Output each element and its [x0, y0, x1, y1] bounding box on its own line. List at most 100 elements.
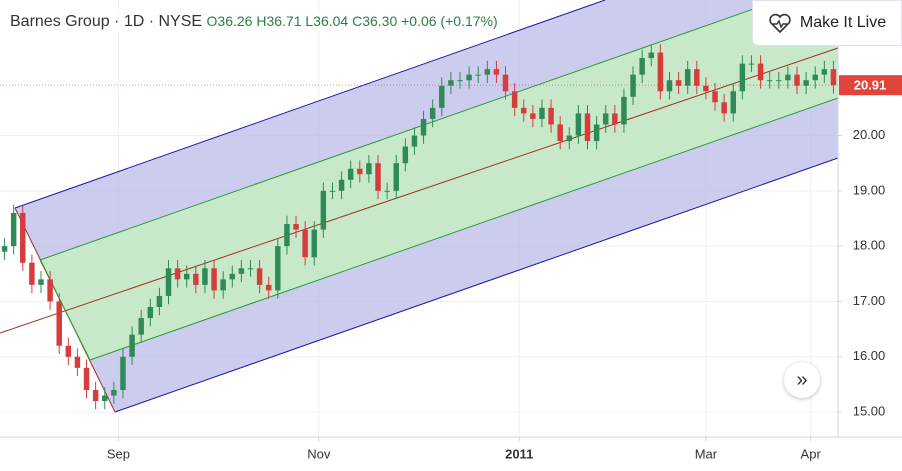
x-tick-label: Nov [307, 446, 331, 461]
pitchfork-lower [114, 157, 839, 413]
y-tick-label: 20.00 [853, 127, 886, 142]
y-tick-label: 15.00 [853, 404, 886, 419]
candle-body [329, 190, 336, 192]
candle-body [675, 80, 682, 86]
candle-body [10, 212, 17, 247]
pitchfork-median [0, 47, 839, 334]
candle-body [156, 295, 163, 308]
candle-body [739, 63, 746, 92]
candle-body [830, 69, 837, 86]
candle-body [721, 102, 727, 114]
candle-body [584, 113, 591, 142]
last-price-label: 20.91 [854, 78, 887, 93]
candle-body [174, 268, 181, 280]
y-tick-label: 18.00 [853, 238, 886, 253]
candle-body [102, 395, 108, 402]
candle-body [657, 52, 664, 92]
axes: 15.00 16.00 17.00 18.00 19.00 20.00 Sep Nov 2011… [0, 75, 902, 461]
candle-body [466, 74, 472, 81]
candle-body [20, 212, 26, 263]
candle-body [812, 74, 818, 81]
candle-body [803, 80, 809, 86]
legend-header: Barnes Group · 1D · NYSE O36.26 H36.71 L… [6, 12, 502, 32]
candles [1, 44, 837, 410]
ohlc-values: O36.26 H36.71 L36.04 C36.30 +0.06 (+0.17… [206, 13, 498, 29]
pitchfork-inner-lower [89, 97, 839, 361]
y-tick-label: 17.00 [853, 293, 886, 308]
candle-body [320, 190, 327, 230]
x-tick-label: Sep [107, 446, 130, 461]
candle-body [265, 284, 272, 291]
candle-body [493, 69, 500, 75]
x-tick-label: Mar [695, 446, 718, 461]
candle-body [785, 74, 791, 81]
candle-body [757, 63, 764, 81]
candle-body [375, 163, 381, 191]
candle-body [38, 279, 44, 285]
candle-body [448, 80, 454, 86]
candle-body [347, 168, 354, 180]
candle-body [575, 113, 582, 136]
candle-body [776, 80, 782, 82]
candle-body [92, 389, 99, 402]
candle-body [366, 163, 372, 175]
candle-body [56, 301, 62, 346]
pitchfork-upper [14, 0, 606, 209]
candle-body [639, 58, 645, 75]
candle-body [256, 268, 263, 285]
candle-body [229, 273, 236, 280]
candle-body [429, 107, 436, 119]
candle-body [748, 63, 755, 65]
candle-body [202, 268, 208, 285]
y-tick-label: 16.00 [853, 348, 886, 363]
candle-body [111, 389, 117, 396]
candle-body [129, 334, 135, 357]
candle-body [1, 246, 8, 252]
candle-body [475, 74, 481, 76]
x-tick-label: 2011 [505, 446, 533, 461]
candle-body [511, 91, 518, 108]
candle-body [666, 80, 673, 92]
candle-body [302, 229, 308, 258]
candle-body [29, 262, 35, 285]
make-it-live-button[interactable]: Make It Live [752, 0, 902, 46]
candle-body [694, 69, 700, 86]
candle-body [293, 224, 299, 230]
candle-body [484, 69, 491, 75]
candle-body [630, 74, 636, 97]
candle-body [393, 163, 399, 191]
pitchfork-inner-upper [39, 0, 780, 261]
candle-body [648, 52, 655, 59]
candle-body [612, 113, 618, 125]
candle-body [439, 85, 445, 108]
candle-body [402, 146, 409, 164]
candle-body [138, 318, 144, 335]
candle-body [120, 356, 126, 390]
candle-body [821, 69, 828, 75]
candle-body [165, 268, 172, 296]
candle-body [457, 80, 463, 82]
candle-body [74, 356, 81, 368]
candle-body [548, 107, 554, 125]
candle-body [238, 268, 245, 274]
candle-body [193, 273, 199, 285]
candle-body [357, 168, 363, 175]
candle-body [147, 307, 154, 319]
symbol: Barnes Group · 1D · NYSE [10, 13, 203, 30]
candle-body [684, 69, 691, 86]
candle-body [602, 113, 609, 125]
candle-body [557, 124, 563, 142]
candle-body [730, 91, 736, 114]
y-tick-label: 19.00 [853, 182, 886, 197]
candle-body [211, 268, 217, 291]
pitchfork-base [39, 259, 91, 361]
button-label: Make It Live [799, 14, 887, 31]
scroll-to-latest-button[interactable]: » [784, 362, 820, 398]
candle-body [384, 190, 390, 192]
candle-body [284, 224, 290, 247]
candle-body [338, 179, 345, 191]
last-price-box [839, 75, 902, 96]
x-tick-label: Apr [801, 446, 822, 461]
